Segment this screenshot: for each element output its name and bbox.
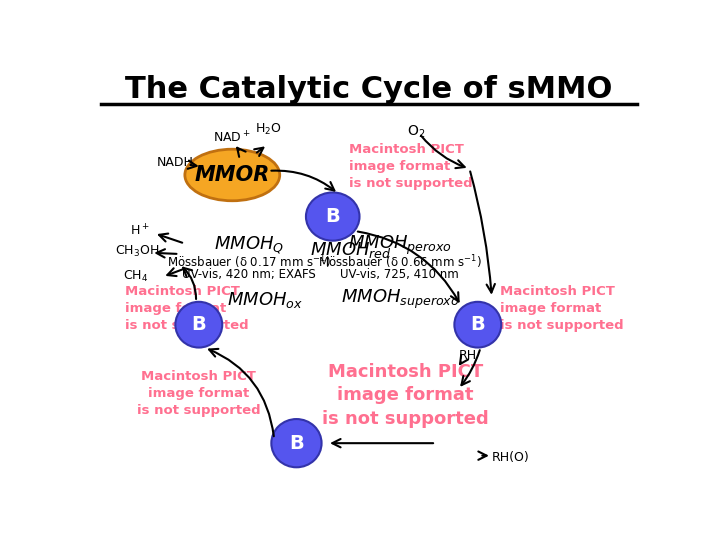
Text: CH$_4$: CH$_4$ xyxy=(123,269,148,285)
Text: CH$_3$OH: CH$_3$OH xyxy=(115,245,160,259)
Text: Mössbauer (δ 0.17 mm s$^{-1}$): Mössbauer (δ 0.17 mm s$^{-1}$) xyxy=(167,253,331,271)
Text: RH: RH xyxy=(459,349,477,362)
Text: NADH: NADH xyxy=(156,156,193,169)
Text: B: B xyxy=(325,207,340,226)
Text: $\mathit{MMOH_Q}$: $\mathit{MMOH_Q}$ xyxy=(214,235,284,256)
Text: Macintosh PICT
image format
is not supported: Macintosh PICT image format is not suppo… xyxy=(125,285,249,332)
Text: $\mathit{MMOH_{ox}}$: $\mathit{MMOH_{ox}}$ xyxy=(227,290,303,310)
Text: $\mathit{MMOH_{peroxo}}$: $\mathit{MMOH_{peroxo}}$ xyxy=(348,234,451,257)
Ellipse shape xyxy=(176,302,222,348)
Text: MMOR: MMOR xyxy=(194,165,270,185)
Text: UV-vis, 725, 410 nm: UV-vis, 725, 410 nm xyxy=(341,268,459,281)
Text: UV-vis, 420 nm; EXAFS: UV-vis, 420 nm; EXAFS xyxy=(182,268,316,281)
Text: B: B xyxy=(192,315,206,334)
Text: Macintosh PICT
image format
is not supported: Macintosh PICT image format is not suppo… xyxy=(322,363,489,428)
Ellipse shape xyxy=(271,419,322,467)
Ellipse shape xyxy=(454,302,501,348)
Text: Mössbauer (δ 0.66 mm s$^{-1}$): Mössbauer (δ 0.66 mm s$^{-1}$) xyxy=(318,253,482,271)
Text: H$_2$O: H$_2$O xyxy=(256,122,282,137)
Text: RH(O): RH(O) xyxy=(492,451,529,464)
Ellipse shape xyxy=(306,192,359,241)
Text: The Catalytic Cycle of sMMO: The Catalytic Cycle of sMMO xyxy=(125,75,613,104)
Text: NAD$^+$: NAD$^+$ xyxy=(213,131,251,146)
Text: H$^+$: H$^+$ xyxy=(130,224,150,239)
Text: O$_2$: O$_2$ xyxy=(408,123,426,139)
Text: $\mathit{MMOH_{superoxo}}$: $\mathit{MMOH_{superoxo}}$ xyxy=(341,288,459,312)
Text: B: B xyxy=(289,434,304,453)
Text: Macintosh PICT
image format
is not supported: Macintosh PICT image format is not suppo… xyxy=(500,285,624,332)
Text: Macintosh PICT
image format
is not supported: Macintosh PICT image format is not suppo… xyxy=(137,370,261,417)
Text: B: B xyxy=(470,315,485,334)
Text: Macintosh PICT
image format
is not supported: Macintosh PICT image format is not suppo… xyxy=(349,143,473,190)
Ellipse shape xyxy=(185,149,280,201)
Text: $\mathit{MMOH_{red}}$: $\mathit{MMOH_{red}}$ xyxy=(310,240,392,260)
